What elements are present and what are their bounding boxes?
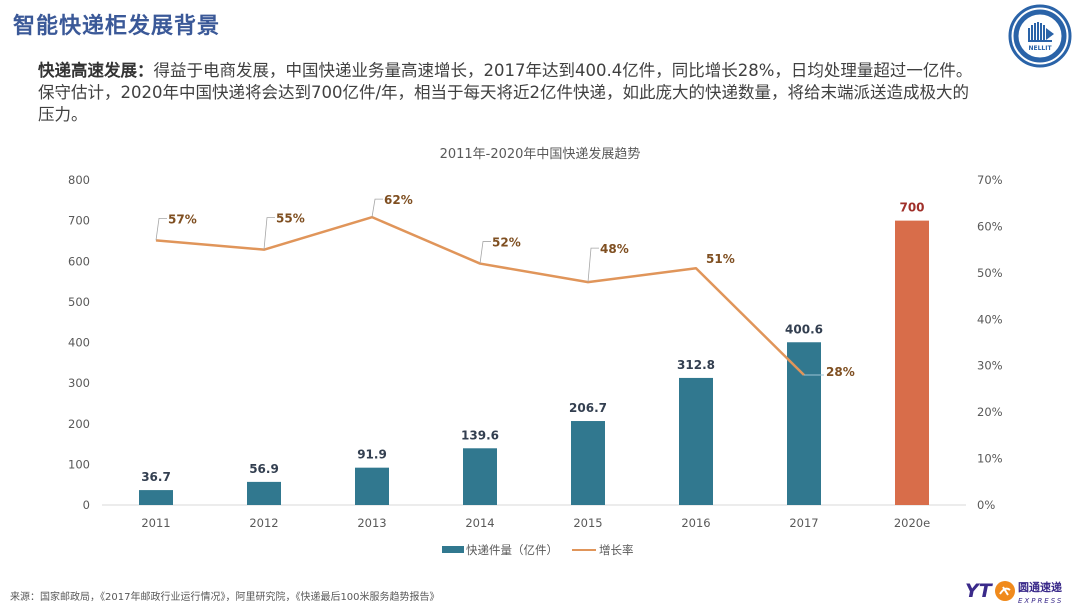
- y-tick-label: 0: [83, 498, 90, 512]
- bar-value-label: 400.6: [785, 322, 823, 336]
- legend: 快递件量（亿件） 增长率: [442, 543, 634, 557]
- y-tick-label: 600: [68, 254, 90, 268]
- brand-name-cn: 圆通速递: [1018, 580, 1062, 594]
- x-tick-label: 2017: [789, 516, 818, 530]
- y2-tick-label: 50%: [977, 266, 1003, 280]
- line-value-label: 57%: [168, 212, 197, 226]
- y2-tick-label: 40%: [977, 312, 1003, 326]
- line-series: 57% 55% 62% 52% 48% 51% 28%: [155, 193, 855, 379]
- y2-tick-label: 10%: [977, 452, 1003, 466]
- y2-tick-label: 0%: [977, 498, 995, 512]
- bar-labels: 36.7 56.9 91.9 139.6 206.7 312.8 400.6 700: [141, 201, 924, 484]
- y-tick-label: 300: [68, 376, 90, 390]
- y-axis-left: 0 100 200 300 400 500 600 700 800: [68, 173, 90, 512]
- y-tick-label: 500: [68, 295, 90, 309]
- leader-line: [371, 198, 383, 218]
- combo-chart: 2011年-2020年中国快递发展趋势 0 100 200 300 400 500 600 7…: [68, 146, 1003, 557]
- x-tick-label: 2014: [465, 516, 494, 530]
- y2-tick-label: 70%: [977, 173, 1003, 187]
- y-tick-label: 100: [68, 457, 90, 471]
- bar: [679, 377, 713, 505]
- line-value-label: 28%: [826, 365, 855, 379]
- bar-value-label: 36.7: [141, 470, 171, 484]
- line-value-label: 55%: [276, 212, 305, 226]
- x-tick-label: 2013: [357, 516, 386, 530]
- chart-container: 2011年-2020年中国快递发展趋势 0 100 200 300 400 500 600 7…: [0, 140, 1080, 570]
- leader-line: [155, 217, 167, 241]
- bar: [355, 467, 389, 505]
- line-value-label: 52%: [492, 236, 521, 250]
- yto-express-logo: YT 圆通速递 EXPRESS: [965, 580, 1063, 605]
- source-note: 来源：国家邮政局，《2017年邮政行业运行情况》，阿里研究院，《快递最后100米…: [10, 592, 440, 603]
- intro-paragraph: 快递高速发展：得益于电商发展，中国快递业务量高速增长，2017年达到400.4亿…: [38, 60, 983, 126]
- brand-name-en: EXPRESS: [1018, 597, 1063, 605]
- line-value-label: 62%: [384, 193, 413, 207]
- y-tick-label: 800: [68, 173, 90, 187]
- leader-line: [263, 217, 275, 250]
- intro-body: 得益于电商发展，中国快递业务量高速增长，2017年达到400.4亿件，同比增长2…: [38, 61, 973, 124]
- bar: [247, 481, 281, 505]
- bar-value-label: 56.9: [249, 462, 279, 476]
- bar: [571, 421, 605, 505]
- bar-value-label: 91.9: [357, 448, 387, 462]
- x-axis: 2011 2012 2013 2014 2015 2016 2017 2020e: [141, 516, 930, 530]
- x-tick-label: 2016: [681, 516, 710, 530]
- legend-swatch-bar: [442, 546, 464, 553]
- bar-value-label: 312.8: [677, 358, 715, 372]
- y2-tick-label: 30%: [977, 359, 1003, 373]
- bar: [787, 342, 821, 505]
- leader-line: [587, 247, 599, 283]
- institution-seal-icon: NELLIT: [1008, 4, 1072, 68]
- bar-value-label: 139.6: [461, 428, 499, 442]
- x-tick-label: 2011: [141, 516, 170, 530]
- brand-mark: YT: [965, 580, 994, 602]
- legend-label-bar: 快递件量（亿件）: [466, 543, 558, 557]
- bar-series: [139, 220, 929, 505]
- logo-text: NELLIT: [1028, 45, 1052, 52]
- y-axis-right: 0% 10% 20% 30% 40% 50% 60% 70%: [977, 173, 1003, 512]
- bar: [895, 220, 929, 505]
- legend-label-line: 增长率: [599, 543, 634, 557]
- chart-title: 2011年-2020年中国快递发展趋势: [440, 146, 641, 162]
- growth-rate-line: [155, 215, 805, 376]
- y-tick-label: 400: [68, 336, 90, 350]
- page-title: 智能快递柜发展背景: [13, 14, 221, 39]
- line-value-label: 51%: [706, 252, 735, 266]
- bar-value-label: 700: [899, 201, 924, 215]
- x-tick-label: 2015: [573, 516, 602, 530]
- y-tick-label: 200: [68, 417, 90, 431]
- y-tick-label: 700: [68, 214, 90, 228]
- y2-tick-label: 20%: [977, 405, 1003, 419]
- leader-line: [479, 241, 491, 264]
- x-tick-label: 2020e: [894, 516, 930, 530]
- bar-value-label: 206.7: [569, 401, 607, 415]
- intro-lead: 快递高速发展：: [38, 61, 154, 80]
- bar: [463, 448, 497, 505]
- bar: [139, 490, 173, 505]
- line-value-label: 48%: [600, 242, 629, 256]
- y2-tick-label: 60%: [977, 219, 1003, 233]
- x-tick-label: 2012: [249, 516, 278, 530]
